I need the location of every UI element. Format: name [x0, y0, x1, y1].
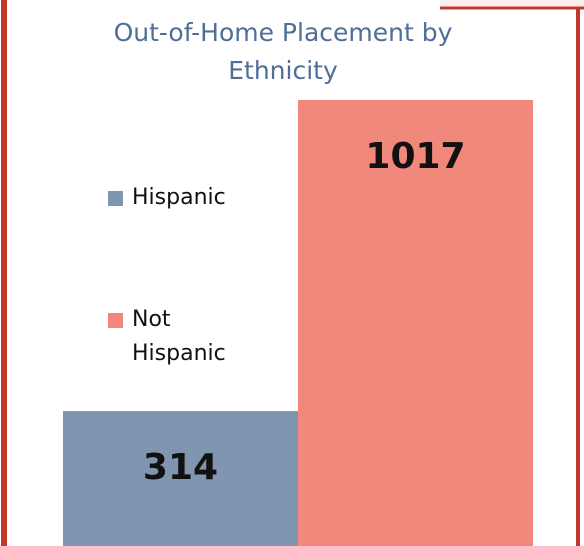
top-strip — [440, 0, 584, 8]
legend-swatch — [108, 191, 123, 206]
legend-swatch — [108, 313, 123, 328]
chart-title: Out-of-Home Placement by Ethnicity — [113, 18, 453, 85]
value-label: 314 — [143, 447, 218, 488]
legend-item: Not Hispanic — [108, 303, 262, 371]
legend-item: Hispanic — [108, 181, 262, 215]
legend-label: Not Hispanic — [132, 307, 226, 366]
legend-label: Hispanic — [132, 185, 226, 210]
bar — [298, 100, 533, 546]
bar — [63, 411, 298, 546]
value-label: 1017 — [365, 136, 465, 177]
